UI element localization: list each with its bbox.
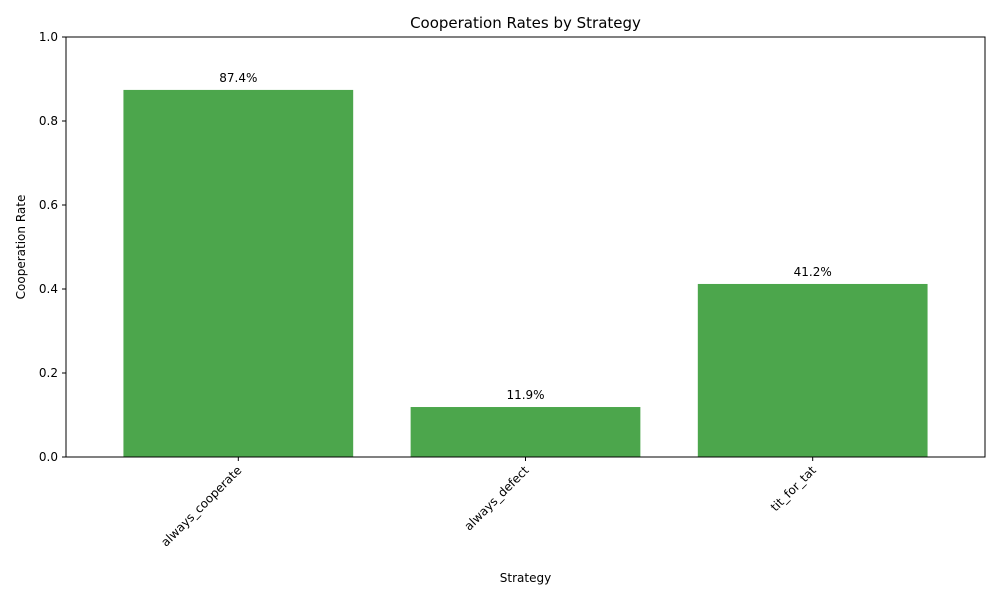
y-tick-label: 0.6	[39, 198, 58, 212]
y-tick-label: 0.2	[39, 366, 58, 380]
bar-always_defect	[410, 407, 641, 457]
x-tick-label: always_defect	[462, 463, 532, 533]
bar-value-label: 87.4%	[219, 71, 257, 85]
bar-always_cooperate	[123, 89, 354, 458]
y-axis-label: Cooperation Rate	[14, 195, 28, 300]
bar-value-labels: 87.4% 11.9% 41.2%	[219, 71, 832, 402]
x-axis: always_cooperate always_defect tit_for_tat	[158, 457, 819, 549]
y-axis: 0.0 0.2 0.4 0.6 0.8 1.0	[39, 30, 66, 464]
y-tick-label: 0.8	[39, 114, 58, 128]
y-tick-label: 0.0	[39, 450, 58, 464]
bar-value-label: 11.9%	[506, 388, 544, 402]
y-tick-label: 0.4	[39, 282, 58, 296]
bar-value-label: 41.2%	[794, 265, 832, 279]
x-tick-label: always_cooperate	[158, 463, 244, 549]
x-axis-label: Strategy	[500, 571, 551, 585]
x-tick-label: tit_for_tat	[768, 463, 819, 514]
y-tick-label: 1.0	[39, 30, 58, 44]
bar-tit_for_tat	[697, 283, 928, 457]
bars-group	[123, 89, 928, 458]
chart-title: Cooperation Rates by Strategy	[410, 14, 641, 32]
